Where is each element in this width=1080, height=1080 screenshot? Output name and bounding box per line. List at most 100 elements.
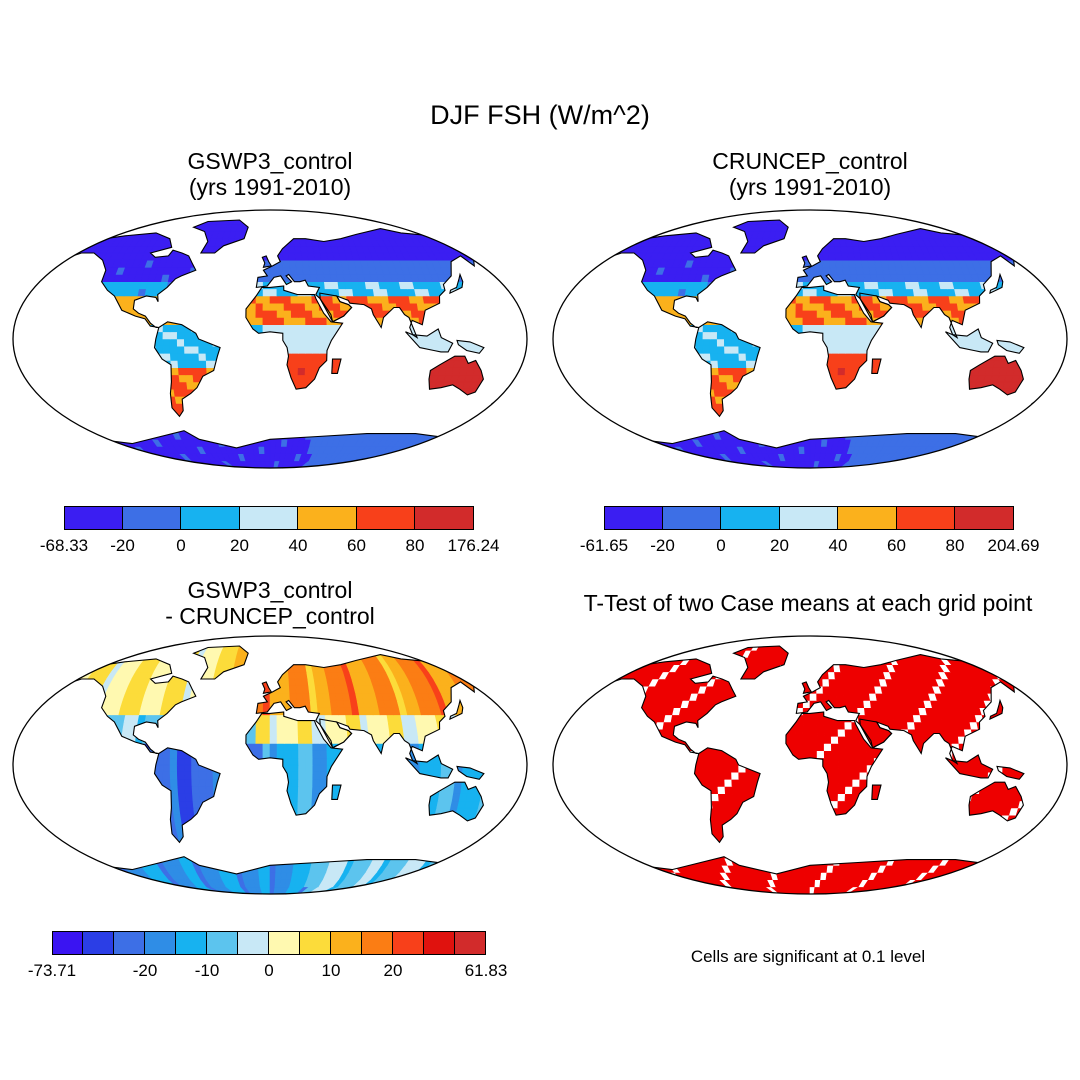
- colorbar-b-tick-label: 60: [887, 536, 906, 555]
- land-cells: [591, 220, 1053, 468]
- colorbar-c-swatch: [176, 931, 207, 955]
- coastline-new-zealand: [1031, 814, 1054, 832]
- colorbar-b-tick-label: -20: [650, 536, 675, 555]
- coastline-south-america: [153, 747, 221, 844]
- coastline-new-guinea: [456, 339, 485, 354]
- coastline-arabia-fill: [319, 292, 353, 323]
- colorbar-b-tick-label: 204.69: [987, 536, 1040, 555]
- coastline-uk: [261, 681, 273, 695]
- panel-a-title-line2: (yrs 1991-2010): [188, 174, 352, 200]
- colorbar-b-swatch: [721, 506, 780, 530]
- coastline-japan: [449, 272, 464, 295]
- colorbar-b-swatch: [896, 506, 955, 530]
- coastline-south-america: [693, 747, 761, 844]
- colorbar-a-tick-label: 176.24: [447, 536, 500, 555]
- coastline-new-zealand: [491, 814, 514, 832]
- map-cruncep-control: [552, 209, 1068, 469]
- coastline-madagascar: [331, 358, 342, 374]
- colorbar-b-tick-label: 0: [716, 536, 726, 555]
- coastline-madagascar: [331, 784, 342, 800]
- coastline-europe-asia: [795, 654, 1032, 766]
- coastline-north-america: [601, 232, 737, 329]
- panel-c-title-line2: - CRUNCEP_control: [165, 603, 375, 629]
- coastline-europe-asia: [255, 228, 492, 340]
- panel-b-title-line2: (yrs 1991-2010): [728, 174, 892, 200]
- colorbar-a-tick-label: 20: [230, 536, 249, 555]
- coastline-uk: [261, 255, 273, 269]
- map-gswp3-control: [12, 209, 528, 469]
- colorbar-b-swatch: [838, 506, 897, 530]
- colorbar-b-swatch: [955, 506, 1014, 530]
- colorbar-b: -61.65 -20 0 20 40 60 80 204.69: [580, 506, 1040, 564]
- coastline-greenland: [192, 219, 249, 254]
- colorbar-b-swatch: [662, 506, 721, 530]
- coastline-greenland: [732, 219, 789, 254]
- coastline-new-zealand: [491, 388, 514, 406]
- map-frame: [12, 209, 528, 469]
- coastline-madagascar: [871, 358, 882, 374]
- colorbar-c-tick-label: -10: [194, 961, 220, 980]
- colorbar-a-tick-label: 60: [347, 536, 366, 555]
- coastline-arabia-fill: [859, 292, 893, 323]
- coastline-uk: [801, 681, 813, 695]
- colorbar-c-swatch: [300, 931, 331, 955]
- figure-title: DJF FSH (W/m^2): [430, 100, 650, 130]
- panel-d-title: T-Test of two Case means at each grid po…: [583, 590, 1033, 616]
- coastline-arabia-fill: [859, 718, 893, 749]
- colorbar-c-tick-label: -73.71: [27, 961, 77, 980]
- colorbar-c-swatch: [52, 931, 83, 955]
- panel-b-title: CRUNCEP_control (yrs 1991-2010): [580, 148, 1040, 200]
- colorbar-c-tick-label: 0: [264, 961, 274, 980]
- significance-note: Cells are significant at 0.1 level: [690, 947, 926, 966]
- colorbar-c-swatch: [362, 931, 393, 955]
- coastline-greenland: [732, 645, 789, 680]
- coastline-australia: [968, 781, 1024, 822]
- colorbar-a-swatch: [64, 506, 123, 530]
- map-frame: [552, 635, 1068, 895]
- colorbar-b-tick-label: 80: [945, 536, 965, 555]
- colorbar-c-tick-label: 61.83: [464, 961, 508, 980]
- coastline-europe-asia: [255, 654, 492, 766]
- coastline-japan: [989, 272, 1004, 295]
- land-cells: [51, 220, 513, 468]
- colorbar-a-swatch: [181, 506, 240, 530]
- coastline-south-america: [153, 321, 221, 418]
- coastline-australia: [968, 355, 1024, 396]
- coastline-japan: [449, 698, 464, 721]
- panel-b-title-line1: CRUNCEP_control: [712, 148, 908, 174]
- colorbar-c-swatch: [238, 931, 269, 955]
- coastline-north-america: [601, 658, 737, 755]
- colorbar-b-tick-label: 40: [828, 536, 848, 555]
- colorbar-c-swatch: [269, 931, 300, 955]
- colorbar-b-swatch: [779, 506, 838, 530]
- coastline-africa: [245, 285, 344, 390]
- colorbar-c-tick-label: -20: [132, 961, 158, 980]
- colorbar-a: -68.33 -20 0 20 40 60 80 176.24: [40, 506, 500, 564]
- colorbar-b-tick-label: 20: [770, 536, 789, 555]
- coastline-new-guinea: [996, 765, 1025, 780]
- coastline-new-guinea: [996, 339, 1025, 354]
- colorbar-a-swatch: [239, 506, 298, 530]
- panel-c-title-line1: GSWP3_control: [187, 577, 353, 603]
- coastline-europe-asia: [795, 228, 1032, 340]
- colorbar-a-tick-label: 80: [405, 536, 425, 555]
- coastline-south-america: [693, 321, 761, 418]
- land-cells: [591, 646, 1053, 894]
- coastline-madagascar: [871, 784, 882, 800]
- colorbar-c-swatch: [114, 931, 145, 955]
- coastline-new-guinea: [456, 765, 485, 780]
- panel-a-title: GSWP3_control (yrs 1991-2010): [40, 148, 500, 200]
- colorbar-a-tick-label: 40: [288, 536, 308, 555]
- colorbar-c: -73.71 -20 -10 0 10 20 61.83: [28, 931, 507, 989]
- colorbar-a-swatch: [356, 506, 415, 530]
- colorbar-a-tick-label: -68.33: [39, 536, 89, 555]
- coastline-australia: [428, 355, 484, 396]
- colorbar-c-swatch: [207, 931, 238, 955]
- coastline-japan: [989, 698, 1004, 721]
- map-frame: [12, 635, 528, 895]
- colorbar-a-swatch: [415, 506, 474, 530]
- coastline-australia: [428, 781, 484, 822]
- colorbar-c-tick-label: 20: [383, 961, 403, 980]
- colorbar-b-tick-label: -61.65: [579, 536, 629, 555]
- coastline-indonesia: [945, 754, 994, 779]
